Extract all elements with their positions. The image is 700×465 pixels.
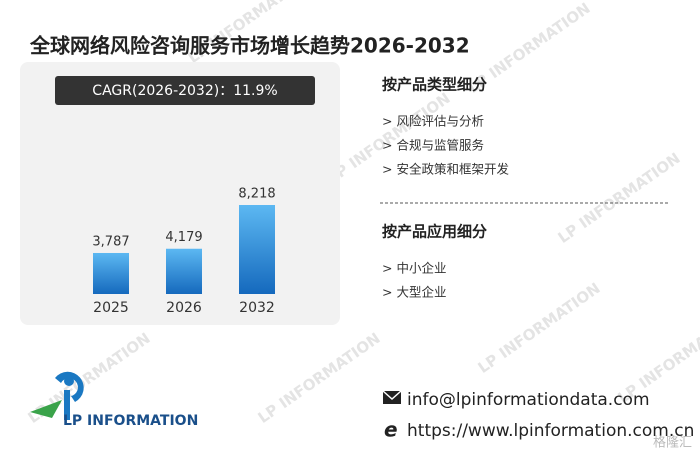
watermark: LP INFORMATION bbox=[255, 329, 384, 427]
segment-item: > 合规与监管服务 bbox=[382, 138, 484, 153]
segments: 按产品类型细分 > 风险评估与分析 > 合规与监管服务 > 安全政策和框架开发按产品应… bbox=[382, 76, 509, 300]
segment-heading: 按产品类型细分 bbox=[382, 76, 487, 94]
title: 全球网络风险咨询服务市场增长趋势2026-2032 bbox=[29, 34, 470, 58]
badge: 格隆汇 bbox=[653, 435, 692, 451]
watermark: LP INFORMATION bbox=[475, 279, 604, 377]
bar-chart: 3,787 2025 4,179 2026 8,218 2032 bbox=[92, 187, 275, 317]
segment-item: > 安全政策和框架开发 bbox=[382, 162, 509, 177]
segment-item: > 风险评估与分析 bbox=[382, 114, 484, 129]
watermark: LP INFORMATION bbox=[555, 149, 684, 247]
email-icon bbox=[382, 390, 402, 404]
cagr: CAGR(2026-2032)：11.9% bbox=[92, 83, 277, 99]
value-label: 8,218 bbox=[238, 187, 275, 202]
x-tick-label: 2032 bbox=[239, 300, 275, 316]
bar bbox=[93, 252, 129, 294]
segment-item: > 大型企业 bbox=[382, 285, 446, 300]
value-label: 4,179 bbox=[165, 230, 202, 245]
x-tick-label: 2025 bbox=[93, 300, 129, 316]
website[interactable]: https://www.lpinformation.com.cn bbox=[407, 421, 694, 441]
value-label: 3,787 bbox=[92, 234, 129, 249]
cagr-box bbox=[55, 76, 315, 105]
bar bbox=[166, 248, 202, 294]
bar bbox=[239, 205, 275, 294]
logo-text: LP INFORMATION bbox=[63, 413, 198, 429]
logo: LP INFORMATION bbox=[30, 371, 198, 429]
segment-heading: 按产品应用细分 bbox=[382, 223, 487, 241]
email[interactable]: info@lpinformationdata.com bbox=[407, 390, 650, 410]
segment-item: > 中小企业 bbox=[382, 261, 446, 276]
x-tick-label: 2026 bbox=[166, 300, 202, 316]
web-icon: e bbox=[384, 418, 398, 442]
